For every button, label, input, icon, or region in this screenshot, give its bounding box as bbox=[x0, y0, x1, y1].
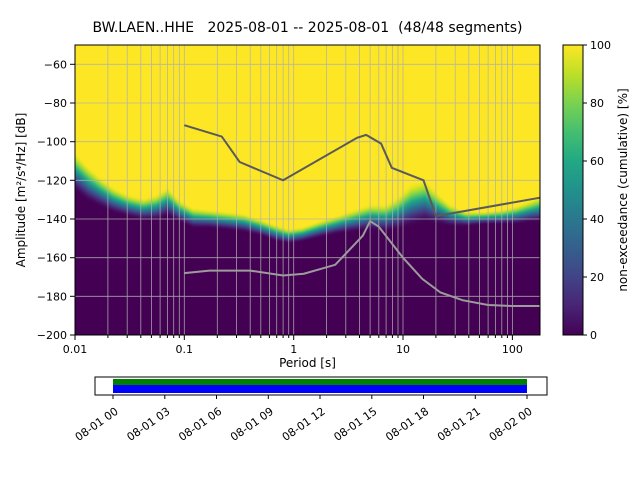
plot-title: BW.LAEN..HHE 2025-08-01 -- 2025-08-01 (4… bbox=[92, 20, 523, 36]
colorbar-tick-labels: 0 20 40 60 80 100 bbox=[590, 39, 611, 342]
svg-text:0.01: 0.01 bbox=[63, 343, 88, 356]
x-axis-label: Period [s] bbox=[279, 356, 336, 370]
svg-text:−120: −120 bbox=[37, 174, 67, 187]
svg-text:08-01 03: 08-01 03 bbox=[125, 405, 173, 444]
svg-text:0.1: 0.1 bbox=[176, 343, 194, 356]
svg-text:10: 10 bbox=[396, 343, 410, 356]
y-axis-label: Amplitude [m²/s⁴/Hz] [dB] bbox=[14, 112, 28, 268]
svg-text:−180: −180 bbox=[37, 290, 67, 303]
colorbar-ticks bbox=[583, 44, 587, 336]
svg-text:08-01 18: 08-01 18 bbox=[383, 405, 431, 444]
svg-text:08-01 15: 08-01 15 bbox=[332, 405, 380, 444]
coverage-frame bbox=[94, 376, 548, 396]
svg-text:1: 1 bbox=[290, 343, 297, 356]
svg-text:−200: −200 bbox=[37, 329, 67, 342]
svg-text:08-01 21: 08-01 21 bbox=[435, 405, 483, 444]
coverage-tick-labels: 08-01 00 08-01 03 08-01 06 08-01 09 08-01 12… bbox=[73, 405, 535, 444]
svg-text:40: 40 bbox=[590, 213, 604, 226]
svg-text:0: 0 bbox=[590, 329, 597, 342]
colorbar-gradient bbox=[562, 44, 584, 336]
x-axis-tick-labels: 0.01 0.1 1 10 100 bbox=[63, 343, 523, 356]
svg-text:80: 80 bbox=[590, 97, 604, 110]
svg-text:100: 100 bbox=[590, 39, 611, 52]
colorbar-label: non-exceedance (cumulative) [%] bbox=[616, 88, 630, 292]
svg-text:20: 20 bbox=[590, 271, 604, 284]
svg-text:−100: −100 bbox=[37, 136, 67, 149]
svg-text:60: 60 bbox=[590, 155, 604, 168]
svg-text:08-01 12: 08-01 12 bbox=[280, 405, 328, 444]
coverage-used-segment bbox=[113, 379, 527, 385]
svg-text:−160: −160 bbox=[37, 252, 67, 265]
x-axis-ticks bbox=[74, 335, 513, 340]
svg-text:100: 100 bbox=[502, 343, 523, 356]
svg-text:−140: −140 bbox=[37, 213, 67, 226]
svg-text:08-01 00: 08-01 00 bbox=[73, 405, 121, 444]
y-axis-tick-labels: −60 −80 −100 −120 −140 −160 −180 −200 bbox=[37, 58, 67, 342]
svg-text:08-01 06: 08-01 06 bbox=[176, 405, 224, 444]
coverage-bar: 08-01 00 08-01 03 08-01 06 08-01 09 08-01 12… bbox=[73, 376, 548, 444]
svg-text:−80: −80 bbox=[44, 97, 67, 110]
svg-text:08-02 00: 08-02 00 bbox=[487, 405, 535, 444]
svg-text:08-01 09: 08-01 09 bbox=[228, 405, 276, 444]
ppsd-heatmap bbox=[75, 45, 540, 335]
coverage-ticks bbox=[112, 395, 528, 399]
coverage-data-segment bbox=[113, 385, 527, 393]
svg-text:−60: −60 bbox=[44, 58, 67, 71]
